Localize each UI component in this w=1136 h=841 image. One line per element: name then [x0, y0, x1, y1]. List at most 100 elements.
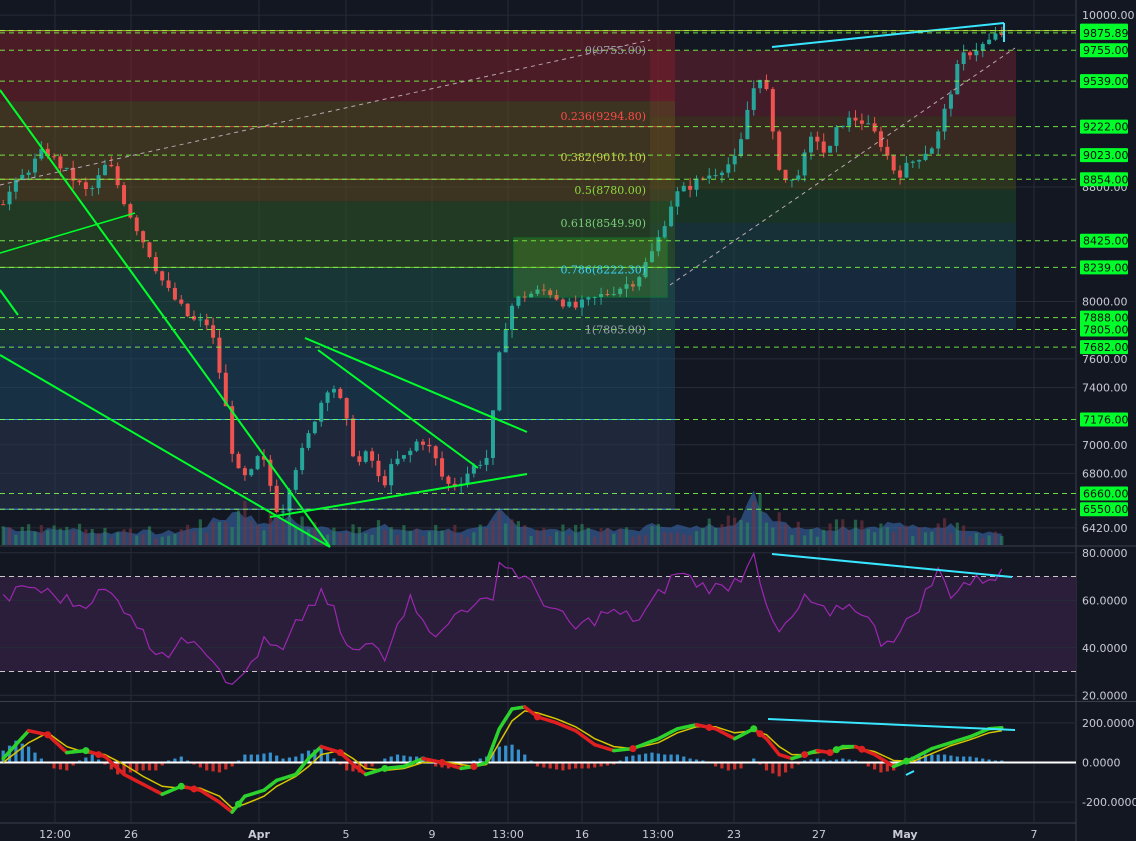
- candle-body[interactable]: [141, 231, 146, 243]
- candle-body[interactable]: [109, 164, 114, 167]
- candle-body[interactable]: [122, 185, 127, 205]
- candle-body[interactable]: [382, 476, 387, 486]
- candle-body[interactable]: [821, 141, 826, 153]
- candle-body[interactable]: [281, 511, 286, 513]
- candle-body[interactable]: [344, 398, 349, 419]
- candle-body[interactable]: [783, 169, 788, 180]
- candle-body[interactable]: [363, 451, 368, 462]
- trendline-wedge-upper[interactable]: [304, 337, 528, 433]
- candle-body[interactable]: [853, 117, 858, 121]
- candle-body[interactable]: [675, 191, 680, 207]
- rsi-line[interactable]: [2, 551, 1003, 685]
- candle-body[interactable]: [605, 294, 610, 296]
- candle-body[interactable]: [389, 464, 394, 486]
- candle-body[interactable]: [71, 167, 76, 181]
- candle-body[interactable]: [815, 136, 820, 142]
- candle-body[interactable]: [414, 441, 419, 451]
- candle-body[interactable]: [624, 284, 629, 289]
- candle-body[interactable]: [993, 33, 998, 40]
- candle-body[interactable]: [516, 296, 521, 306]
- candle-body[interactable]: [649, 251, 654, 263]
- candle-body[interactable]: [198, 319, 203, 321]
- candle-body[interactable]: [185, 303, 190, 317]
- candle-body[interactable]: [586, 297, 591, 300]
- candle-body[interactable]: [484, 457, 489, 465]
- candle-body[interactable]: [662, 226, 667, 238]
- candle-body[interactable]: [567, 301, 572, 307]
- candle-body[interactable]: [745, 109, 750, 140]
- candle-body[interactable]: [115, 166, 120, 186]
- candle-body[interactable]: [134, 217, 139, 232]
- candle-body[interactable]: [573, 301, 578, 308]
- candle-body[interactable]: [866, 123, 871, 125]
- candle-body[interactable]: [408, 450, 413, 456]
- candle-body[interactable]: [707, 175, 712, 179]
- candle-body[interactable]: [20, 174, 25, 180]
- candle-body[interactable]: [351, 418, 356, 457]
- candle-body[interactable]: [592, 296, 597, 298]
- trendline-drawings[interactable]: [0, 22, 1076, 548]
- candle-body[interactable]: [758, 79, 763, 89]
- candle-body[interactable]: [446, 476, 451, 484]
- divergence-line-price[interactable]: [771, 22, 1005, 48]
- candle-body[interactable]: [217, 337, 222, 373]
- candle-body[interactable]: [433, 446, 438, 459]
- divergence-line-macd[interactable]: [767, 718, 1016, 731]
- candle-body[interactable]: [452, 483, 457, 486]
- candle-body[interactable]: [802, 152, 807, 176]
- trendline-descending[interactable]: [0, 89, 331, 548]
- candle-body[interactable]: [974, 50, 979, 56]
- candle-body[interactable]: [102, 164, 107, 176]
- candle-body[interactable]: [306, 433, 311, 448]
- candle-body[interactable]: [560, 299, 565, 307]
- trendline-dashed-upper[interactable]: [0, 39, 651, 186]
- macd-pane[interactable]: [0, 705, 1076, 814]
- candle-body[interactable]: [980, 43, 985, 51]
- candle-body[interactable]: [719, 172, 724, 176]
- candle-body[interactable]: [13, 179, 18, 192]
- candle-body[interactable]: [274, 485, 279, 513]
- candle-body[interactable]: [529, 293, 534, 298]
- candle-body[interactable]: [859, 120, 864, 124]
- candle-body[interactable]: [166, 280, 171, 288]
- candle-body[interactable]: [885, 146, 890, 156]
- candle-body[interactable]: [929, 148, 934, 154]
- candle-body[interactable]: [522, 296, 527, 298]
- trendline-wedge-lower[interactable]: [269, 473, 528, 518]
- candle-body[interactable]: [64, 167, 69, 169]
- candle-body[interactable]: [777, 131, 782, 170]
- candle-body[interactable]: [261, 456, 266, 460]
- candle-body[interactable]: [917, 159, 922, 162]
- candle-body[interactable]: [32, 158, 37, 173]
- candle-body[interactable]: [230, 406, 235, 454]
- candle-body[interactable]: [287, 489, 292, 512]
- candle-body[interactable]: [223, 372, 228, 407]
- candle-body[interactable]: [796, 175, 801, 180]
- candle-body[interactable]: [211, 325, 216, 338]
- candle-body[interactable]: [630, 284, 635, 287]
- trendline-channel-lower[interactable]: [0, 354, 331, 548]
- candle-body[interactable]: [656, 237, 661, 252]
- candle-body[interactable]: [77, 180, 82, 183]
- consolidation-box[interactable]: [513, 237, 668, 298]
- candle-body[interactable]: [52, 156, 57, 158]
- candle-body[interactable]: [541, 289, 546, 291]
- candle-body[interactable]: [478, 464, 483, 466]
- candle-body[interactable]: [490, 410, 495, 458]
- candle-body[interactable]: [357, 456, 362, 462]
- candle-body[interactable]: [726, 164, 731, 173]
- candle-body[interactable]: [179, 299, 184, 304]
- candle-body[interactable]: [904, 162, 909, 178]
- rsi-pane[interactable]: [0, 551, 1076, 696]
- candle-body[interactable]: [465, 473, 470, 484]
- candle-body[interactable]: [39, 148, 44, 159]
- candle-body[interactable]: [764, 79, 769, 90]
- candle-body[interactable]: [7, 191, 12, 205]
- candle-body[interactable]: [45, 148, 50, 157]
- candle-body[interactable]: [153, 257, 158, 272]
- candle-body[interactable]: [554, 295, 559, 300]
- candle-body[interactable]: [503, 329, 508, 353]
- candle-body[interactable]: [370, 451, 375, 461]
- candle-body[interactable]: [948, 94, 953, 109]
- candle-body[interactable]: [401, 455, 406, 459]
